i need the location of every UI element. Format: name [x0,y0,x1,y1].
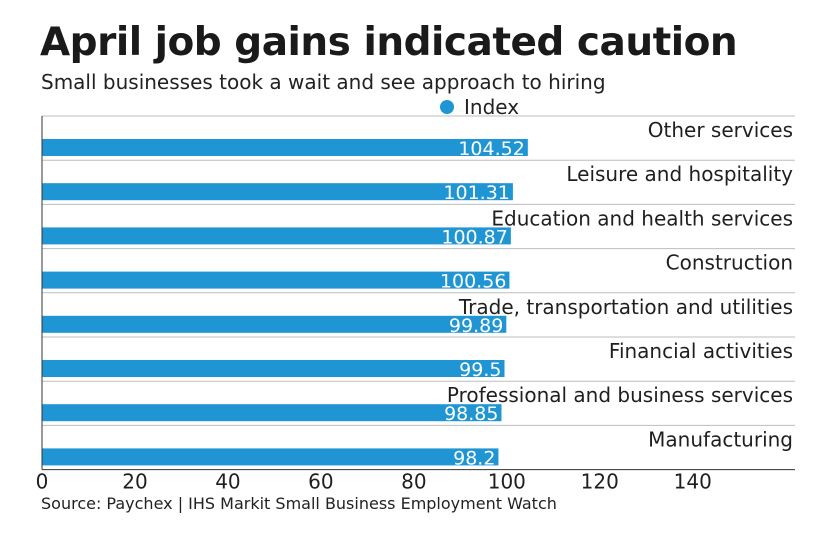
value-label: 104.52 [458,138,524,160]
category-label: Other services [648,118,793,142]
bar [42,271,510,289]
chart-subtitle: Small businesses took a wait and see app… [41,70,606,94]
legend-swatch-icon [440,100,454,114]
category-label: Financial activities [609,339,793,363]
value-label: 100.87 [441,226,507,248]
value-label: 98.85 [444,403,498,425]
value-label: 99.89 [449,315,503,337]
bar [42,448,499,466]
x-tick-label: 120 [581,470,619,494]
value-label: 99.5 [459,359,501,381]
x-tick-label: 60 [308,470,333,494]
value-label: 101.31 [443,182,509,204]
category-label: Manufacturing [648,427,793,451]
x-tick-label: 80 [401,470,426,494]
chart-title: April job gains indicated caution [40,20,738,65]
bar [42,227,511,245]
bar [42,139,528,156]
value-label: 98.2 [453,447,495,469]
bar [42,404,502,422]
bar [42,315,507,333]
x-tick-label: 20 [122,470,147,494]
source-note: Source: Paychex | IHS Markit Small Busin… [41,494,557,513]
category-label: Education and health services [491,206,793,230]
x-tick-label: 0 [36,470,49,494]
category-label: Construction [666,251,793,275]
value-label: 100.56 [440,271,506,293]
category-label: Trade, transportation and utilities [458,295,793,319]
category-label: Leisure and hospitality [566,162,793,186]
x-tick-label: 40 [215,470,240,494]
bar [42,183,513,201]
legend: Index [440,95,519,119]
legend-label-index: Index [464,95,520,119]
x-tick-label: 100 [488,470,526,494]
bar [42,360,505,377]
category-label: Professional and business services [447,383,793,407]
x-tick-label: 140 [674,470,712,494]
